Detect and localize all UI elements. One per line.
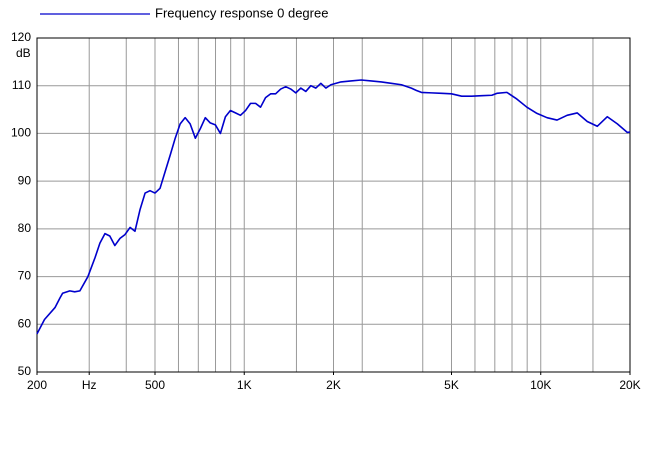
x-tick-label: 500 [145, 378, 165, 392]
x-tick-label: 10K [530, 378, 551, 392]
y-tick-label: 120 [11, 30, 31, 44]
y-tick-label: 60 [18, 316, 32, 330]
plot-border [36, 37, 631, 373]
response-line [36, 79, 631, 335]
y-tick-label: 70 [18, 269, 32, 283]
y-tick-label: 90 [18, 173, 32, 187]
legend-label: Frequency response 0 degree [155, 5, 328, 20]
x-tick-label: Hz [82, 378, 97, 392]
y-tick-label: 80 [18, 221, 32, 235]
x-tick-label: 20K [619, 378, 640, 392]
x-tick-label: 5K [444, 378, 459, 392]
y-tick-label: 100 [11, 126, 31, 140]
x-tick-label: 1K [237, 378, 252, 392]
y-tick-label: 50 [18, 364, 32, 378]
y-tick-label: 110 [12, 78, 31, 92]
y-axis-label: dB [16, 46, 31, 60]
x-tick-label: 200 [27, 378, 47, 392]
x-tick-label: 2K [326, 378, 341, 392]
